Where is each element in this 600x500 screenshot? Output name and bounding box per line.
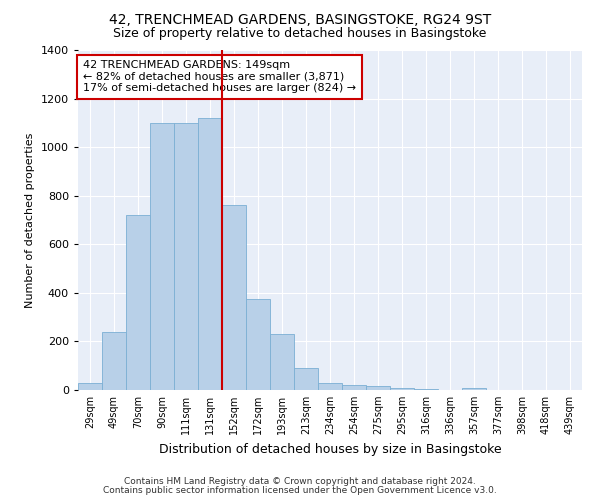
Bar	[366, 386, 390, 390]
Text: Contains HM Land Registry data © Crown copyright and database right 2024.: Contains HM Land Registry data © Crown c…	[124, 477, 476, 486]
Bar	[414, 389, 438, 390]
Bar	[102, 332, 126, 390]
Bar	[198, 118, 222, 390]
Bar	[390, 388, 414, 390]
Bar	[126, 215, 150, 390]
Bar	[342, 385, 366, 390]
Bar	[174, 123, 198, 390]
Text: Contains public sector information licensed under the Open Government Licence v3: Contains public sector information licen…	[103, 486, 497, 495]
Bar	[462, 388, 486, 390]
Bar	[318, 382, 342, 390]
Bar	[150, 123, 174, 390]
Text: 42 TRENCHMEAD GARDENS: 149sqm
← 82% of detached houses are smaller (3,871)
17% o: 42 TRENCHMEAD GARDENS: 149sqm ← 82% of d…	[83, 60, 356, 94]
Bar	[222, 206, 246, 390]
Text: 42, TRENCHMEAD GARDENS, BASINGSTOKE, RG24 9ST: 42, TRENCHMEAD GARDENS, BASINGSTOKE, RG2…	[109, 12, 491, 26]
Bar	[246, 299, 270, 390]
Text: Size of property relative to detached houses in Basingstoke: Size of property relative to detached ho…	[113, 28, 487, 40]
Y-axis label: Number of detached properties: Number of detached properties	[25, 132, 35, 308]
Bar	[294, 368, 318, 390]
Bar	[270, 334, 294, 390]
Bar	[78, 382, 102, 390]
X-axis label: Distribution of detached houses by size in Basingstoke: Distribution of detached houses by size …	[158, 442, 502, 456]
